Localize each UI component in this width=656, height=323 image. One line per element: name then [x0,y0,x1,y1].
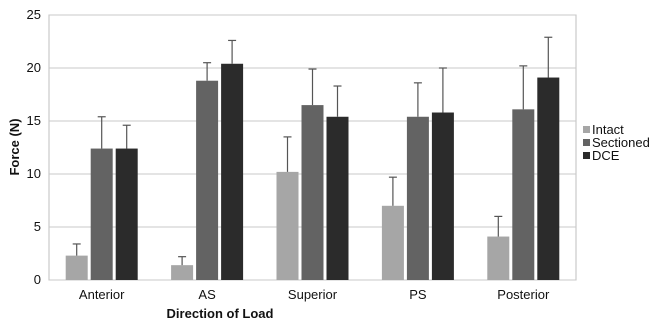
bar-sectioned-as [196,80,219,280]
x-axis-categories: Anterior AS Superior PS Posterior [79,287,550,302]
legend-swatch-intact [583,126,590,133]
bar-dce-as [221,63,244,281]
y-axis-title: Force (N) [7,118,22,175]
x-axis-title: Direction of Load [167,306,274,321]
x-category-label: Superior [288,287,338,302]
bar-intact-anterior [65,255,88,280]
bars [65,63,560,281]
bar-dce-superior [326,116,349,280]
legend-swatch-sectioned [583,139,590,146]
y-tick-label: 15 [27,113,41,128]
y-tick-label: 20 [27,60,41,75]
bar-dce-posterior [537,77,560,280]
bar-intact-superior [276,171,299,280]
y-tick-label: 25 [27,7,41,22]
legend-swatch-dce [583,152,590,159]
bar-intact-ps [381,205,404,280]
x-category-label: AS [198,287,216,302]
y-axis-ticks: 0 5 10 15 20 25 [27,7,41,287]
bar-dce-anterior [115,148,138,280]
error-bars [72,36,553,266]
bar-sectioned-posterior [512,109,535,280]
x-category-label: Posterior [497,287,550,302]
x-category-label: Anterior [79,287,125,302]
legend-label-sectioned: Sectioned [592,135,650,150]
bar-dce-ps [431,112,454,281]
bar-sectioned-ps [406,116,429,280]
y-tick-label: 5 [34,219,41,234]
bar-intact-posterior [487,236,510,280]
bar-sectioned-anterior [90,148,113,280]
legend-label-dce: DCE [592,148,620,163]
y-tick-label: 0 [34,272,41,287]
x-category-label: PS [409,287,427,302]
bar-intact-as [171,265,194,280]
bar-sectioned-superior [301,105,324,280]
y-tick-label: 10 [27,166,41,181]
legend-label-intact: Intact [592,122,624,137]
